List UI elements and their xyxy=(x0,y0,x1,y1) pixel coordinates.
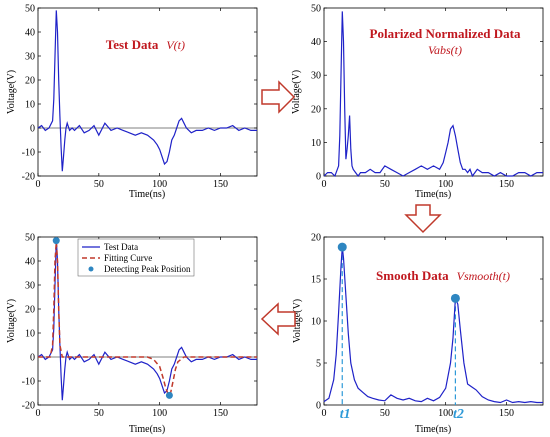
test-data-line xyxy=(37,10,257,172)
y-tick-label: 0 xyxy=(316,172,321,183)
legend-peak-position-swatch xyxy=(88,266,94,272)
y-tick-label: 15 xyxy=(311,275,321,286)
smooth-data-line xyxy=(323,247,543,404)
x-axis-label: Time(ns) xyxy=(129,424,165,435)
legend-test-data-label: Test Data xyxy=(104,242,138,252)
x-tick-label: 150 xyxy=(499,408,514,419)
x-tick-label: 100 xyxy=(152,408,167,419)
x-tick-label: 0 xyxy=(322,179,327,190)
title-function: Vabs(t) xyxy=(428,43,462,57)
peak-position-dot xyxy=(165,391,173,399)
title-text: Test Data xyxy=(106,37,159,52)
x-tick-label: 50 xyxy=(94,179,104,190)
x-tick-label: 100 xyxy=(152,179,167,190)
peak-dot xyxy=(337,242,347,252)
y-tick-label: 20 xyxy=(311,104,321,115)
y-tick-label: 0 xyxy=(30,353,35,364)
x-tick-label: 50 xyxy=(380,408,390,419)
y-tick-label: 20 xyxy=(311,233,321,244)
y-tick-label: 0 xyxy=(30,124,35,135)
y-axis-label: Voltage(V) xyxy=(6,70,17,114)
x-tick-label: 50 xyxy=(94,408,104,419)
arrow-right xyxy=(261,80,296,114)
y-tick-label: -20 xyxy=(22,172,35,183)
x-tick-label: 0 xyxy=(36,179,41,190)
peak-guides xyxy=(341,247,456,405)
title-function: V(t) xyxy=(166,38,185,52)
axis-ticks: 0 50 100 150 0 5 10 15 20 xyxy=(311,233,543,419)
polarized-data-line xyxy=(323,11,543,178)
panel-polarized-normalized-data: 0 50 100 150 0 10 20 30 40 50 Time(ns) Voltage(V)… xyxy=(291,4,544,200)
panel-title: Smooth Data Vsmooth(t) xyxy=(376,267,510,284)
y-tick-label: 10 xyxy=(25,100,35,111)
y-tick-label: 20 xyxy=(25,76,35,87)
x-axis-label: Time(ns) xyxy=(415,189,451,200)
y-tick-label: 50 xyxy=(25,233,35,244)
y-axis-label: Voltage(V) xyxy=(6,299,17,343)
plot-frame xyxy=(323,236,544,406)
legend-peak-position-label: Detecting Peak Position xyxy=(104,264,191,274)
peak-dot xyxy=(450,293,460,303)
x-tick-label: 150 xyxy=(213,179,228,190)
y-tick-label: 50 xyxy=(311,4,321,15)
y-axis-label: Voltage(V) xyxy=(291,70,302,114)
legend-box xyxy=(77,238,195,277)
fitting-curve-line xyxy=(38,241,257,397)
panel-fitting-result: 0 50 100 150 -20 -10 0 10 20 30 40 50 Time(ns) Volt… xyxy=(6,233,258,435)
axis-ticks: 0 50 100 150 0 10 20 30 40 50 xyxy=(311,4,543,190)
plot-frame xyxy=(37,7,258,177)
panel-test-data: 0 50 100 150 -20 -10 0 10 20 30 40 50 Time(ns) Volt… xyxy=(6,4,258,200)
y-tick-label: -10 xyxy=(22,148,35,159)
title-text: Smooth Data xyxy=(376,268,449,283)
x-tick-label: 50 xyxy=(380,179,390,190)
y-tick-label: 30 xyxy=(25,281,35,292)
peak-markers: t1 t2 xyxy=(337,242,464,422)
y-tick-label: 10 xyxy=(311,138,321,149)
x-tick-label: 150 xyxy=(213,408,228,419)
x-tick-label: 100 xyxy=(438,408,453,419)
x-tick-label: 150 xyxy=(499,179,514,190)
axis-ticks: 0 50 100 150 -20 -10 0 10 20 30 40 50 xyxy=(22,4,257,190)
axis-ticks: 0 50 100 150 -20 -10 0 10 20 30 40 50 xyxy=(22,233,257,419)
y-tick-label: 30 xyxy=(25,52,35,63)
peak-position-markers xyxy=(52,237,173,399)
y-tick-label: 50 xyxy=(25,4,35,15)
y-tick-label: 40 xyxy=(25,28,35,39)
arrow-down xyxy=(404,204,442,234)
y-tick-label: -10 xyxy=(22,377,35,388)
y-tick-label: 20 xyxy=(25,305,35,316)
y-tick-label: 40 xyxy=(311,37,321,48)
y-tick-label: 10 xyxy=(25,329,35,340)
peak-time-label: t2 xyxy=(453,407,464,422)
panel-title: Test Data V(t) xyxy=(106,36,185,53)
panel-title: Polarized Normalized Data xyxy=(370,26,521,41)
y-axis-label: Voltage(V) xyxy=(292,299,303,343)
x-tick-label: 0 xyxy=(322,408,327,419)
x-tick-label: 0 xyxy=(36,408,41,419)
legend: Test Data Fitting Curve Detecting Peak P… xyxy=(77,238,195,277)
y-tick-label: 40 xyxy=(25,257,35,268)
arrow-left xyxy=(260,302,296,336)
legend-fitting-curve-label: Fitting Curve xyxy=(104,253,152,263)
x-axis-label: Time(ns) xyxy=(129,189,165,200)
peak-time-label: t1 xyxy=(340,407,351,422)
y-tick-label: 5 xyxy=(316,359,321,370)
flow-arrows xyxy=(260,80,442,336)
y-tick-label: -20 xyxy=(22,401,35,412)
x-tick-label: 100 xyxy=(438,179,453,190)
plot-frame xyxy=(323,7,544,177)
peak-position-dot xyxy=(52,237,60,245)
y-tick-label: 30 xyxy=(311,71,321,82)
title-function: Vsmooth(t) xyxy=(457,269,510,283)
y-tick-label: 0 xyxy=(316,401,321,412)
panel-smooth-data: 0 50 100 150 0 5 10 15 20 t1 t2 Time(ns) Voltage(… xyxy=(292,233,544,435)
y-tick-label: 10 xyxy=(311,317,321,328)
x-axis-label: Time(ns) xyxy=(415,424,451,435)
